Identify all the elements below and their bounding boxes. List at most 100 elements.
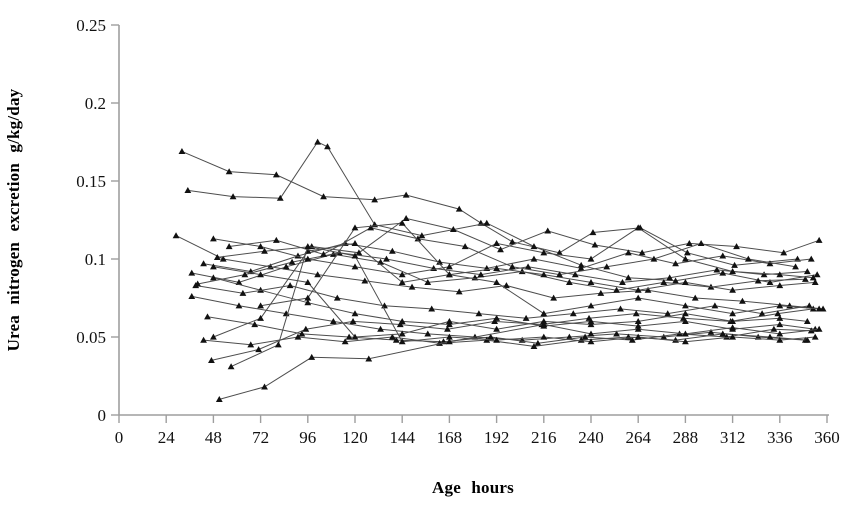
data-point-marker	[587, 318, 595, 324]
data-point-marker	[377, 325, 384, 332]
data-point-marker	[320, 250, 327, 257]
series-line-infant-04	[217, 217, 820, 258]
data-point-marker	[261, 247, 268, 254]
data-point-marker	[664, 310, 672, 317]
data-point-marker	[634, 294, 642, 301]
data-point-marker	[274, 341, 282, 348]
data-point-marker	[210, 333, 217, 340]
data-point-marker	[758, 310, 766, 317]
data-point-marker	[801, 275, 809, 282]
data-point-marker	[225, 168, 233, 175]
data-point-marker	[540, 321, 548, 328]
data-point-marker	[780, 249, 788, 256]
data-point-marker	[286, 282, 294, 289]
data-point-marker	[508, 238, 516, 245]
data-point-marker	[617, 305, 624, 312]
data-point-marker	[298, 330, 306, 337]
data-point-marker	[200, 260, 207, 267]
data-point-marker	[682, 330, 689, 337]
data-point-marker	[446, 333, 453, 340]
data-point-marker	[713, 266, 721, 273]
data-point-marker	[483, 219, 491, 226]
data-point-marker	[257, 271, 264, 278]
data-point-marker	[493, 240, 500, 246]
data-point-marker	[503, 282, 510, 289]
data-point-marker	[682, 255, 689, 262]
data-point-marker	[282, 310, 290, 317]
data-point-marker	[355, 249, 363, 256]
data-point-marker	[188, 293, 196, 300]
data-point-marker	[672, 277, 679, 284]
data-point-marker	[388, 247, 396, 254]
data-point-marker	[398, 330, 406, 337]
x-axis-title: Age hours	[432, 478, 514, 497]
data-point-marker	[815, 325, 823, 332]
series-line-infant-15	[213, 242, 816, 338]
data-point-marker	[540, 318, 548, 324]
data-point-marker	[215, 396, 223, 402]
series-line-infant-20	[213, 266, 808, 338]
x-tick-label: 0	[115, 428, 124, 447]
data-point-marker	[672, 260, 679, 267]
data-point-marker	[634, 318, 642, 324]
data-point-marker	[272, 171, 280, 178]
data-point-marker	[585, 314, 593, 321]
data-point-marker	[341, 338, 349, 345]
data-point-marker	[204, 313, 211, 320]
data-point-marker	[302, 325, 310, 332]
data-point-marker	[491, 318, 499, 324]
data-point-marker	[776, 336, 784, 343]
data-point-marker	[351, 252, 359, 259]
data-point-marker	[324, 143, 331, 150]
data-point-marker	[534, 339, 542, 346]
data-point-marker	[697, 240, 705, 246]
data-point-marker	[446, 271, 453, 278]
data-point-marker	[188, 269, 196, 276]
series-line-infant-03	[175, 235, 824, 310]
x-tick-label: 336	[767, 428, 793, 447]
data-point-marker	[682, 302, 689, 309]
data-point-marker	[383, 255, 390, 262]
data-point-marker	[424, 279, 432, 285]
data-point-marker	[345, 333, 353, 340]
data-point-marker	[719, 252, 727, 259]
data-point-marker	[227, 363, 235, 370]
data-point-marker	[587, 330, 595, 337]
data-point-marker	[351, 224, 359, 231]
data-point-marker	[591, 241, 599, 248]
data-point-marker	[477, 271, 485, 278]
data-point-marker	[530, 342, 538, 349]
data-point-marker	[624, 274, 632, 281]
x-tick-label: 96	[299, 428, 316, 447]
data-point-marker	[660, 279, 668, 285]
data-point-marker	[251, 321, 259, 328]
data-point-marker	[776, 302, 784, 309]
data-point-marker	[333, 294, 341, 301]
data-point-marker	[276, 194, 284, 201]
data-point-marker	[634, 325, 642, 332]
data-point-marker	[424, 330, 432, 337]
data-point-marker	[803, 268, 811, 275]
data-point-marker	[666, 274, 674, 281]
data-point-marker	[776, 321, 784, 328]
data-point-marker	[257, 243, 264, 250]
x-tick-label: 240	[578, 428, 604, 447]
data-point-marker	[428, 305, 436, 312]
data-point-marker	[733, 243, 740, 250]
data-point-marker	[634, 224, 642, 231]
data-point-marker	[603, 263, 611, 270]
data-point-marker	[729, 324, 736, 331]
data-point-marker	[402, 215, 410, 222]
data-point-marker	[475, 310, 483, 317]
data-point-marker	[294, 333, 302, 340]
data-point-marker	[587, 321, 595, 328]
data-point-marker	[446, 338, 453, 345]
data-point-marker	[569, 310, 577, 317]
data-point-marker	[766, 333, 774, 340]
data-point-marker	[210, 263, 217, 270]
series-line-infant-17	[230, 245, 816, 368]
x-tick-label: 216	[531, 428, 557, 447]
y-tick-label: 0.1	[85, 250, 106, 269]
data-point-marker	[229, 193, 237, 200]
